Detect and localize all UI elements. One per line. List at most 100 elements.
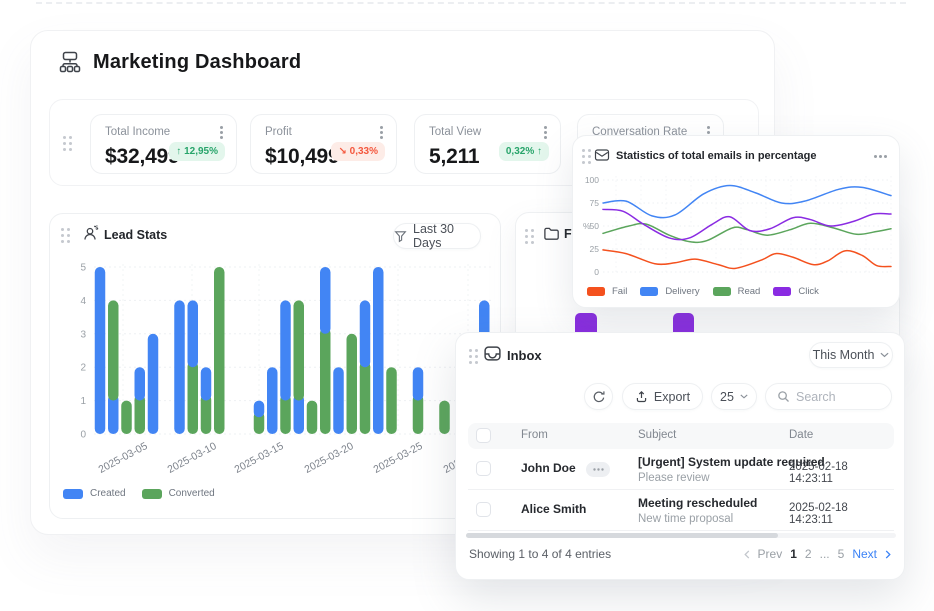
- bar-segment-created: [360, 300, 371, 367]
- horizontal-scrollbar-track[interactable]: [466, 533, 896, 538]
- kebab-menu-icon[interactable]: [544, 131, 547, 134]
- page: Marketing Dashboard Total Income $32,499…: [0, 0, 934, 611]
- lead-x-axis-labels: 2025-03-052025-03-102025-03-152025-03-20…: [50, 452, 502, 492]
- inbox-title: Inbox: [507, 348, 542, 363]
- y-tick-label: 5: [80, 263, 86, 274]
- bar-segment-converted: [294, 300, 305, 400]
- y-tick-label: 2: [80, 363, 86, 374]
- y-tick-label: 50: [590, 221, 600, 231]
- drop-zone-dashed-border: [36, 2, 906, 4]
- row-divider: [468, 530, 894, 531]
- inbox-icon: [483, 344, 502, 368]
- select-all-checkbox[interactable]: [476, 428, 491, 443]
- inbox-card: Inbox This Month Export: [455, 332, 905, 580]
- prev-chevron-icon[interactable]: [744, 550, 750, 559]
- bar-segment-converted: [188, 361, 199, 434]
- horizontal-scrollbar-thumb[interactable]: [466, 533, 778, 538]
- page-size-dropdown[interactable]: 25: [711, 383, 757, 410]
- chevron-down-icon: [740, 394, 748, 399]
- drag-handle-icon[interactable]: [582, 149, 585, 152]
- kpi-card-total-income: Total Income $32,499 ↑ 12,95%: [90, 114, 237, 174]
- sender-name: John Doe: [521, 461, 576, 475]
- more-menu-icon[interactable]: [879, 155, 882, 158]
- email-stats-card: Statistics of total emails in percentage…: [572, 135, 900, 308]
- table-row[interactable]: Alice Smith Meeting rescheduled New time…: [468, 490, 894, 530]
- read-swatch: [713, 287, 731, 296]
- bar-segment-converted: [121, 401, 132, 434]
- bar-segment-converted: [360, 361, 371, 434]
- bar-segment-created: [201, 367, 212, 400]
- page-5[interactable]: 5: [838, 547, 845, 561]
- kebab-menu-icon[interactable]: [220, 131, 223, 134]
- legend-item-delivery: Delivery: [640, 286, 699, 297]
- row-menu-button[interactable]: [586, 462, 610, 477]
- bar-segment-created: [267, 367, 278, 434]
- bar-segment-converted: [307, 401, 318, 434]
- y-tick-label: 1: [80, 396, 86, 407]
- legend-label: Read: [738, 286, 761, 297]
- bar-segment-converted: [347, 334, 358, 434]
- click-swatch: [773, 287, 791, 296]
- column-header-subject: Subject: [638, 429, 676, 441]
- page-size-value: 25: [720, 390, 734, 404]
- column-header-from: From: [521, 429, 548, 441]
- y-tick-label: 4: [80, 296, 86, 307]
- row-checkbox[interactable]: [476, 461, 491, 476]
- refresh-button[interactable]: [584, 383, 613, 410]
- legend-label: Click: [798, 286, 819, 297]
- drag-handle-icon[interactable]: [469, 349, 472, 352]
- lead-legend: Created Converted: [63, 488, 215, 499]
- trend-badge: ↘ 0,33%: [331, 142, 385, 161]
- bar-segment-converted: [214, 267, 225, 434]
- drag-handle-icon[interactable]: [63, 136, 66, 139]
- kebab-menu-icon[interactable]: [707, 131, 710, 134]
- y-tick-label: 0: [594, 267, 599, 277]
- created-swatch: [63, 489, 83, 499]
- converted-swatch: [142, 489, 162, 499]
- email-legend: Fail Delivery Read Click: [587, 286, 819, 297]
- entries-summary: Showing 1 to 4 of 4 entries: [469, 547, 611, 561]
- next-chevron-icon[interactable]: [885, 550, 891, 559]
- table-header-row: From Subject Date: [468, 423, 894, 449]
- bar-segment-converted: [320, 328, 331, 434]
- y-axis-title: %: [583, 221, 591, 231]
- kpi-label: Total Income: [105, 126, 224, 138]
- folder-icon: [543, 225, 560, 247]
- bar-segment-created: [174, 300, 185, 434]
- bar-segment-created: [413, 367, 424, 400]
- legend-label: Delivery: [665, 286, 699, 297]
- table-row[interactable]: John Doe [Urgent] System update required…: [468, 449, 894, 489]
- lead-stats-chart: 012345: [50, 214, 502, 446]
- next-button[interactable]: Next: [852, 547, 877, 561]
- legend-label: Converted: [169, 488, 215, 499]
- page-title: Marketing Dashboard: [93, 51, 301, 74]
- legend-item-click: Click: [773, 286, 819, 297]
- bar-segment-created: [148, 334, 159, 434]
- period-dropdown[interactable]: This Month: [809, 342, 893, 368]
- export-button[interactable]: Export: [622, 383, 703, 410]
- search-input[interactable]: [796, 390, 882, 404]
- trend-badge: 0,32% ↑: [499, 142, 549, 161]
- bar-segment-created: [254, 401, 265, 418]
- bar-segment-converted: [108, 300, 119, 400]
- refresh-icon: [592, 390, 606, 404]
- legend-label: Fail: [612, 286, 627, 297]
- delivery-swatch: [640, 287, 658, 296]
- page-2[interactable]: 2: [805, 547, 812, 561]
- page-1[interactable]: 1: [790, 547, 797, 561]
- prev-button[interactable]: Prev: [758, 547, 783, 561]
- column-header-date: Date: [789, 429, 813, 441]
- y-tick-label: 0: [80, 430, 86, 441]
- kebab-menu-icon[interactable]: [380, 131, 383, 134]
- search-box[interactable]: [765, 383, 892, 410]
- line-series-delivery: [603, 186, 891, 218]
- fail-swatch: [587, 287, 605, 296]
- drag-handle-icon[interactable]: [525, 229, 528, 232]
- chevron-down-icon: [880, 352, 889, 358]
- lead-stats-card: $ Lead Stats Last 30 Days 012345 2025-03…: [49, 213, 501, 519]
- kpi-card-profit: Profit $10,499 ↘ 0,33%: [250, 114, 397, 174]
- more-menu-icon: [597, 468, 599, 470]
- legend-item-created: Created: [63, 488, 126, 499]
- line-series-fail: [603, 250, 891, 269]
- row-checkbox[interactable]: [476, 502, 491, 517]
